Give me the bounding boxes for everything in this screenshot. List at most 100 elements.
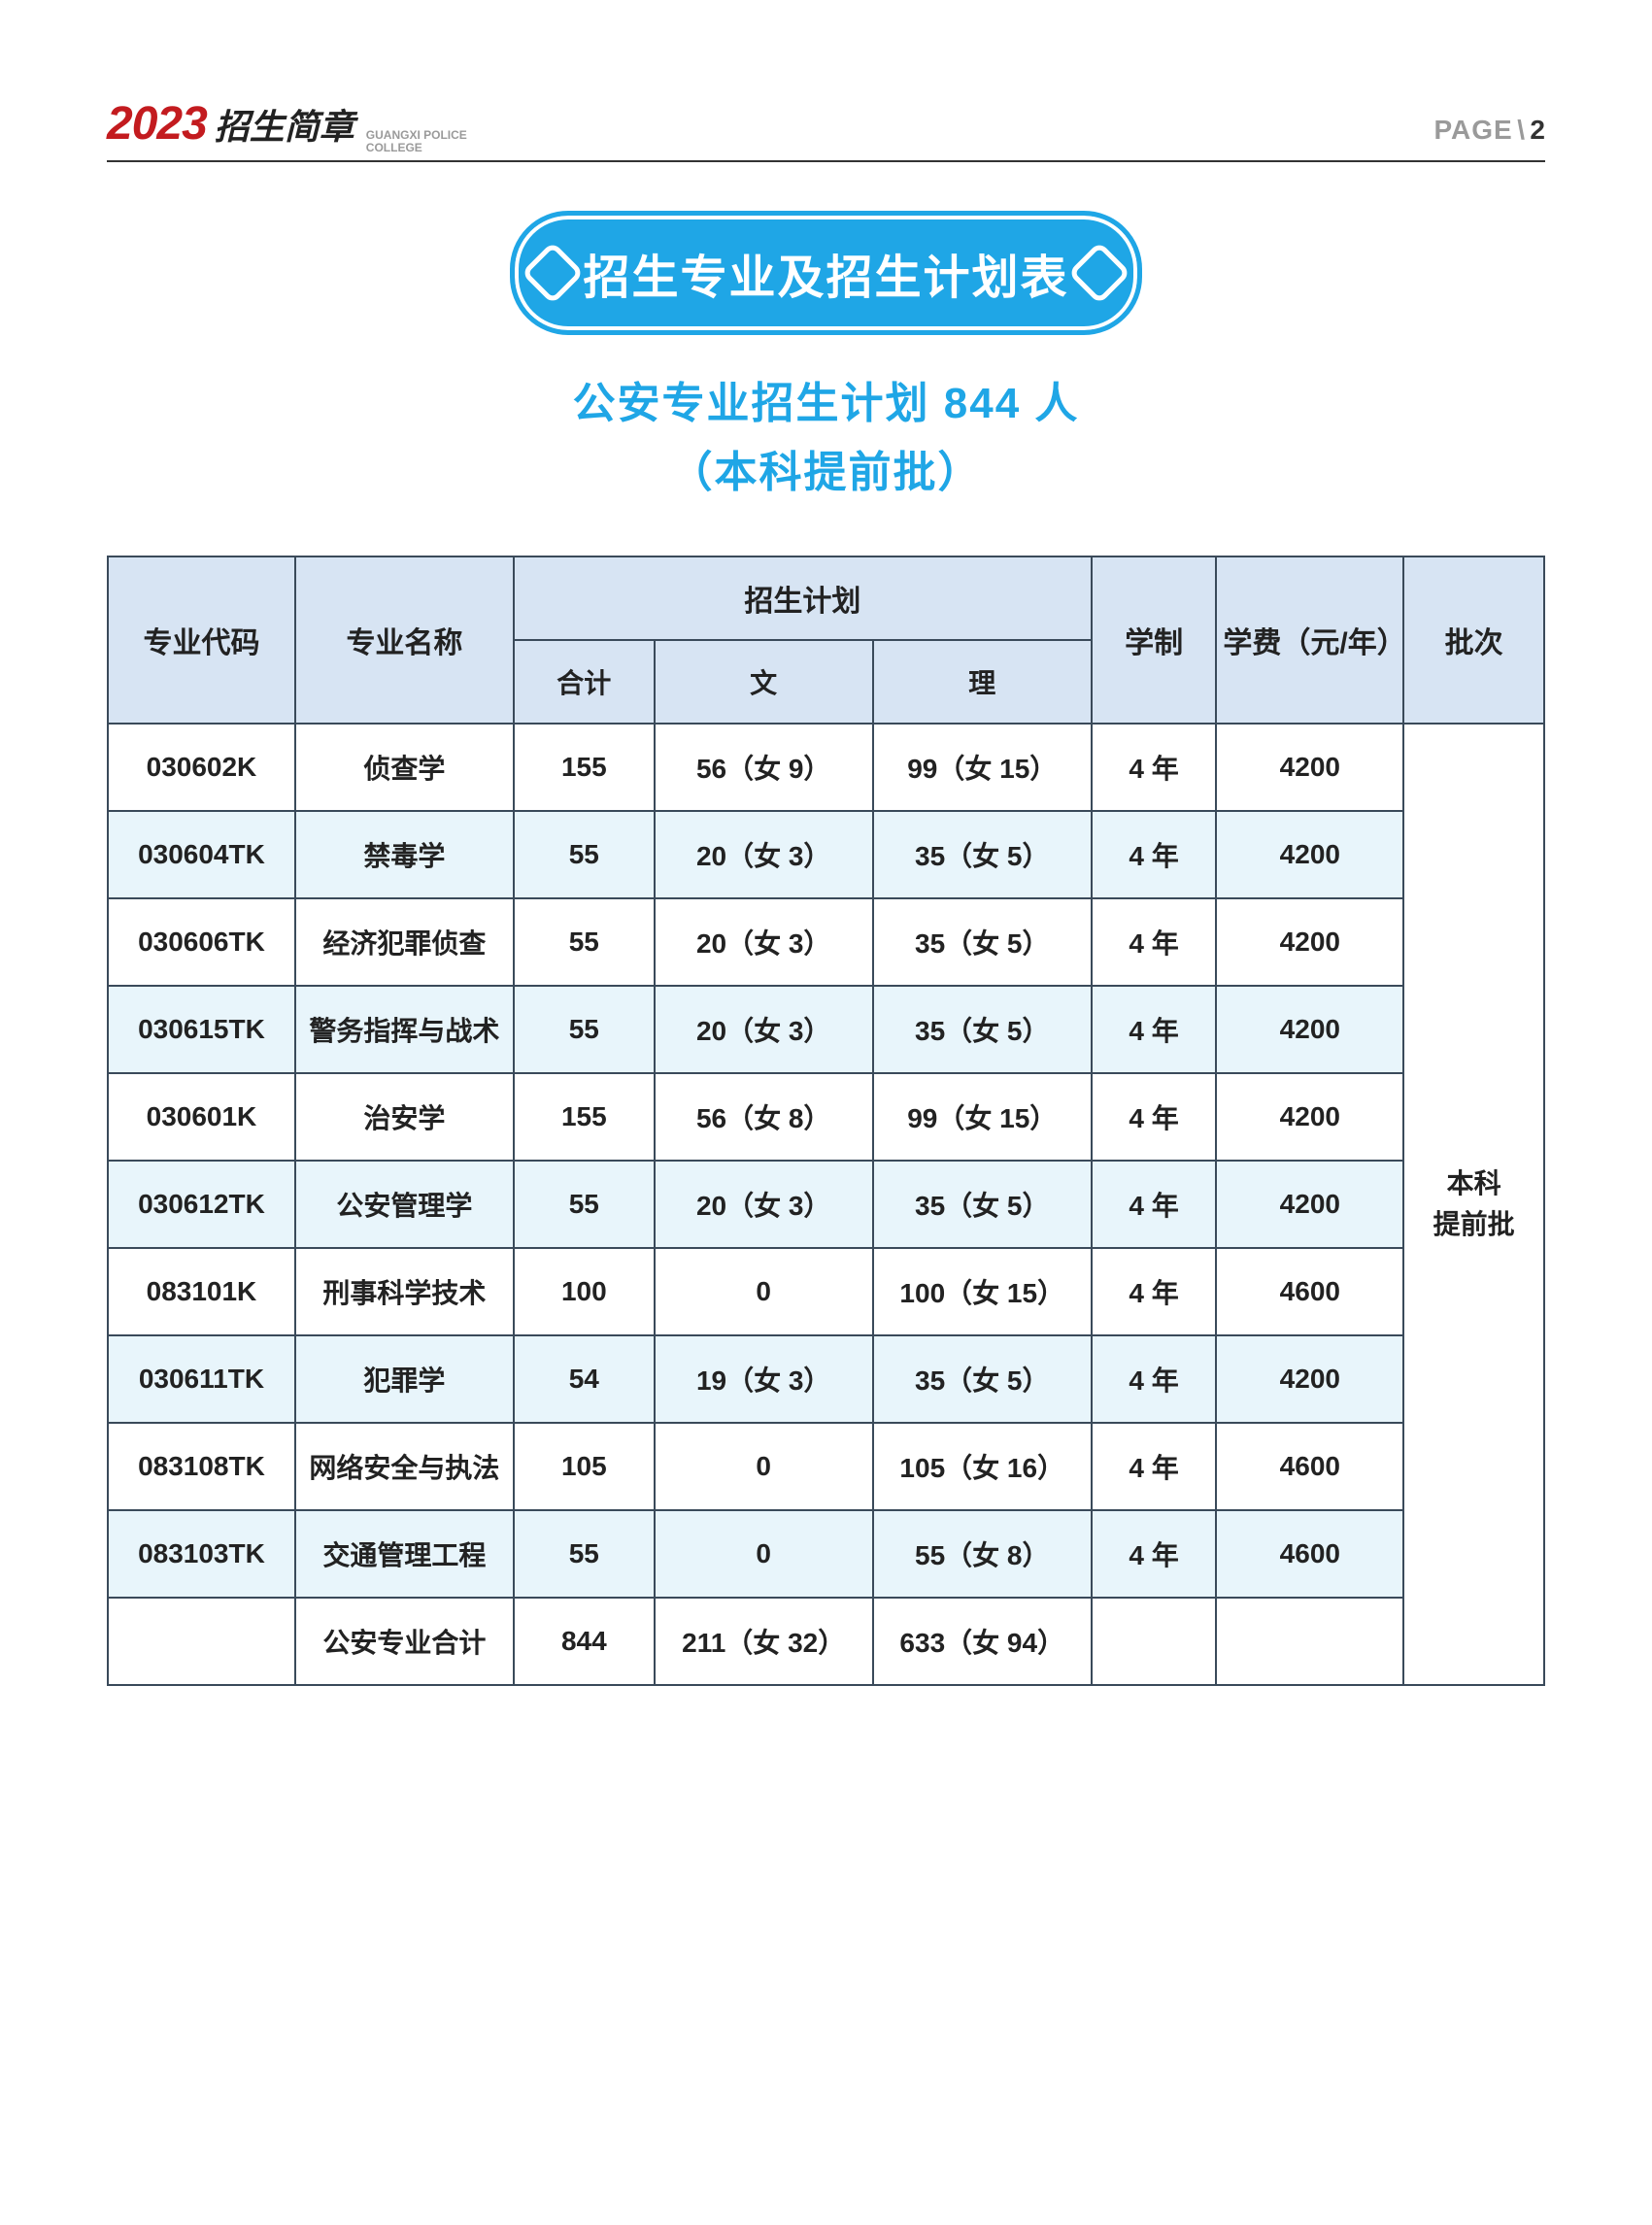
- table-cell: 4200: [1216, 1335, 1403, 1423]
- table-total-row: 公安专业合计844211（女 32）633（女 94）: [108, 1598, 1544, 1685]
- table-row: 083101K刑事科学技术1000100（女 15）4 年4600: [108, 1248, 1544, 1335]
- table-cell: 20（女 3）: [655, 811, 873, 898]
- th-duration: 学制: [1092, 556, 1217, 724]
- table-row: 030611TK犯罪学5419（女 3）35（女 5）4 年4200: [108, 1335, 1544, 1423]
- table-cell: 55（女 8）: [873, 1510, 1092, 1598]
- table-cell: 35（女 5）: [873, 811, 1092, 898]
- table-cell: 4 年: [1092, 1510, 1217, 1598]
- table-row: 083108TK网络安全与执法1050105（女 16）4 年4600: [108, 1423, 1544, 1510]
- table-row: 030601K治安学15556（女 8）99（女 15）4 年4200: [108, 1073, 1544, 1161]
- brochure-label: 招生简章: [215, 99, 354, 150]
- enrollment-table: 专业代码 专业名称 招生计划 学制 学费（元/年） 批次 合计 文 理 0306…: [107, 556, 1545, 1686]
- table-cell: 55: [514, 1161, 655, 1248]
- table-row: 030604TK禁毒学5520（女 3）35（女 5）4 年4200: [108, 811, 1544, 898]
- college-en: GUANGXI POLICE COLLEGE: [366, 129, 467, 154]
- table-cell: 211（女 32）: [655, 1598, 873, 1685]
- table-cell: 经济犯罪侦查: [295, 898, 514, 986]
- table-cell: 20（女 3）: [655, 986, 873, 1073]
- th-batch: 批次: [1403, 556, 1544, 724]
- page-indicator: PAGE \ 2: [1433, 115, 1545, 146]
- table-cell: [1216, 1598, 1403, 1685]
- table-cell: 99（女 15）: [873, 1073, 1092, 1161]
- college-en-1: GUANGXI POLICE: [366, 128, 467, 142]
- table-cell: 55: [514, 898, 655, 986]
- table-cell: 99（女 15）: [873, 724, 1092, 811]
- table-cell: 030602K: [108, 724, 295, 811]
- table-cell: 155: [514, 724, 655, 811]
- table-cell: 100（女 15）: [873, 1248, 1092, 1335]
- page-number: 2: [1530, 115, 1545, 145]
- table-cell: 030615TK: [108, 986, 295, 1073]
- table-cell: 4 年: [1092, 898, 1217, 986]
- table-cell: 35（女 5）: [873, 898, 1092, 986]
- table-cell: 刑事科学技术: [295, 1248, 514, 1335]
- table-cell: [108, 1598, 295, 1685]
- college-en-2: COLLEGE: [366, 141, 422, 154]
- table-cell: 030611TK: [108, 1335, 295, 1423]
- table-cell: 公安专业合计: [295, 1598, 514, 1685]
- table-cell: 105（女 16）: [873, 1423, 1092, 1510]
- table-cell: 侦查学: [295, 724, 514, 811]
- table-cell: 0: [655, 1423, 873, 1510]
- batch-cell: 本科提前批: [1403, 724, 1544, 1685]
- banner-title: 招生专业及招生计划表: [510, 211, 1141, 335]
- table-cell: 083108TK: [108, 1423, 295, 1510]
- table-cell: 55: [514, 1510, 655, 1598]
- th-wen: 文: [655, 640, 873, 724]
- page-header: 2023 招生简章 GUANGXI POLICE COLLEGE PAGE \ …: [107, 97, 1545, 162]
- th-li: 理: [873, 640, 1092, 724]
- table-cell: 0: [655, 1248, 873, 1335]
- table-cell: 20（女 3）: [655, 1161, 873, 1248]
- table-cell: 公安管理学: [295, 1161, 514, 1248]
- table-cell: 4600: [1216, 1248, 1403, 1335]
- table-cell: 56（女 9）: [655, 724, 873, 811]
- table-cell: 4 年: [1092, 1423, 1217, 1510]
- table-cell: 0: [655, 1510, 873, 1598]
- table-row: 030606TK经济犯罪侦查5520（女 3）35（女 5）4 年4200: [108, 898, 1544, 986]
- banner-wrap: 招生专业及招生计划表: [107, 211, 1545, 335]
- table-cell: 4200: [1216, 898, 1403, 986]
- table-row: 083103TK交通管理工程55055（女 8）4 年4600: [108, 1510, 1544, 1598]
- table-cell: 4 年: [1092, 811, 1217, 898]
- table-cell: 35（女 5）: [873, 986, 1092, 1073]
- table-cell: 844: [514, 1598, 655, 1685]
- subtitle-line1: 公安专业招生计划 844 人: [107, 370, 1545, 438]
- table-cell: 4600: [1216, 1510, 1403, 1598]
- table-cell: 交通管理工程: [295, 1510, 514, 1598]
- table-cell: 030606TK: [108, 898, 295, 986]
- table-cell: 030601K: [108, 1073, 295, 1161]
- table-cell: 4200: [1216, 811, 1403, 898]
- th-code: 专业代码: [108, 556, 295, 724]
- page-label: PAGE: [1433, 115, 1512, 145]
- table-cell: 083103TK: [108, 1510, 295, 1598]
- table-cell: 警务指挥与战术: [295, 986, 514, 1073]
- table-cell: 155: [514, 1073, 655, 1161]
- table-cell: 4 年: [1092, 1248, 1217, 1335]
- table-head: 专业代码 专业名称 招生计划 学制 学费（元/年） 批次 合计 文 理: [108, 556, 1544, 724]
- year-label: 2023: [107, 97, 207, 151]
- subtitle: 公安专业招生计划 844 人 （本科提前批）: [107, 370, 1545, 507]
- table-cell: 4200: [1216, 724, 1403, 811]
- table-cell: 030604TK: [108, 811, 295, 898]
- table-cell: 4 年: [1092, 986, 1217, 1073]
- table-cell: 105: [514, 1423, 655, 1510]
- table-cell: 54: [514, 1335, 655, 1423]
- header-left: 2023 招生简章 GUANGXI POLICE COLLEGE: [107, 97, 467, 154]
- table-row: 030615TK警务指挥与战术5520（女 3）35（女 5）4 年4200: [108, 986, 1544, 1073]
- table-cell: 4200: [1216, 1073, 1403, 1161]
- th-fee: 学费（元/年）: [1216, 556, 1403, 724]
- table-cell: [1092, 1598, 1217, 1685]
- th-name: 专业名称: [295, 556, 514, 724]
- table-cell: 083101K: [108, 1248, 295, 1335]
- table-cell: 35（女 5）: [873, 1335, 1092, 1423]
- table-cell: 4 年: [1092, 1161, 1217, 1248]
- table-cell: 030612TK: [108, 1161, 295, 1248]
- table-cell: 网络安全与执法: [295, 1423, 514, 1510]
- page-sep: \: [1517, 115, 1526, 145]
- table-cell: 4 年: [1092, 724, 1217, 811]
- table-body: 030602K侦查学15556（女 9）99（女 15）4 年4200本科提前批…: [108, 724, 1544, 1685]
- table-cell: 56（女 8）: [655, 1073, 873, 1161]
- table-cell: 19（女 3）: [655, 1335, 873, 1423]
- table-cell: 633（女 94）: [873, 1598, 1092, 1685]
- table-row: 030612TK公安管理学5520（女 3）35（女 5）4 年4200: [108, 1161, 1544, 1248]
